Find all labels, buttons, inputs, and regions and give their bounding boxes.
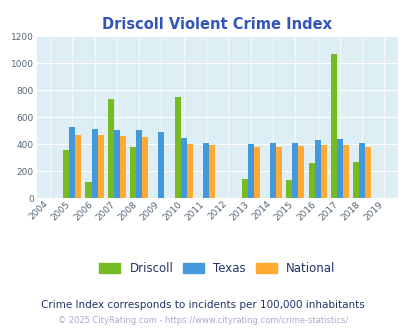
Bar: [342, 145, 348, 198]
Bar: [314, 140, 320, 198]
Bar: [253, 148, 259, 198]
Bar: [174, 97, 180, 198]
Bar: [63, 150, 69, 198]
Bar: [108, 99, 113, 198]
Bar: [180, 138, 186, 198]
Bar: [69, 127, 75, 198]
Bar: [352, 162, 358, 198]
Text: Crime Index corresponds to incidents per 100,000 inhabitants: Crime Index corresponds to incidents per…: [41, 300, 364, 310]
Bar: [292, 143, 298, 198]
Bar: [85, 182, 91, 198]
Bar: [142, 137, 148, 198]
Bar: [358, 143, 364, 198]
Bar: [330, 54, 336, 198]
Bar: [286, 180, 292, 198]
Bar: [364, 147, 370, 198]
Title: Driscoll Violent Crime Index: Driscoll Violent Crime Index: [102, 17, 331, 32]
Bar: [97, 135, 103, 198]
Bar: [91, 129, 97, 198]
Bar: [113, 130, 119, 198]
Bar: [275, 147, 281, 198]
Bar: [269, 143, 275, 198]
Bar: [298, 146, 304, 198]
Bar: [308, 163, 314, 198]
Bar: [158, 132, 164, 198]
Bar: [320, 145, 326, 198]
Bar: [136, 130, 142, 198]
Bar: [119, 136, 126, 198]
Bar: [186, 144, 192, 198]
Text: © 2025 CityRating.com - https://www.cityrating.com/crime-statistics/: © 2025 CityRating.com - https://www.city…: [58, 316, 347, 325]
Bar: [336, 139, 342, 198]
Bar: [241, 179, 247, 198]
Bar: [75, 135, 81, 198]
Bar: [247, 144, 253, 198]
Bar: [209, 145, 215, 198]
Bar: [202, 144, 209, 198]
Bar: [130, 148, 136, 198]
Legend: Driscoll, Texas, National: Driscoll, Texas, National: [94, 257, 339, 280]
